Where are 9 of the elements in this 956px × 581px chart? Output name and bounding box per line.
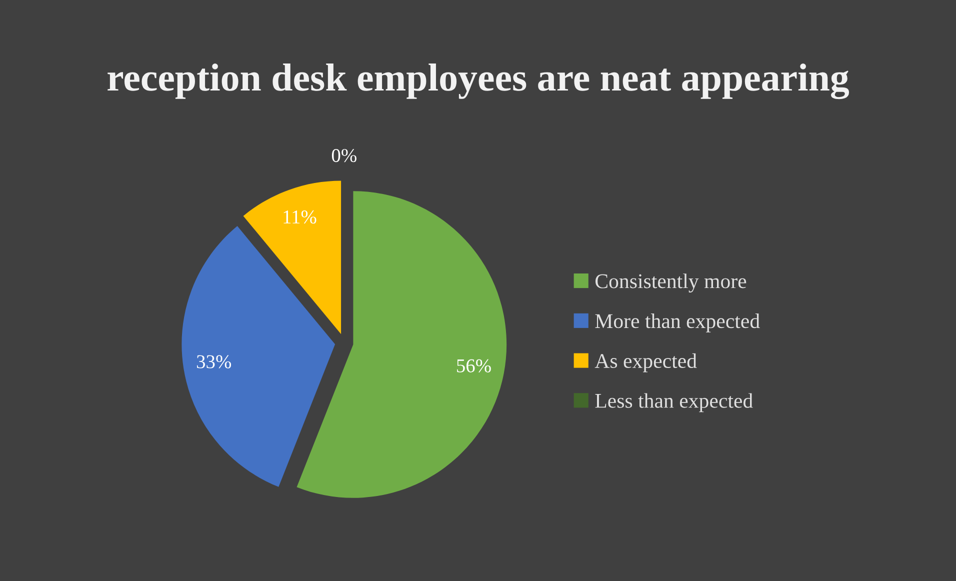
- chart-title: reception desk employees are neat appearing: [108, 64, 850, 100]
- data-label: 56%: [457, 359, 491, 372]
- legend-label: Less than expected: [595, 393, 753, 412]
- legend-label: Consistently more: [596, 274, 746, 293]
- legend-label: More than expected: [595, 314, 760, 332]
- text: 0%: [332, 148, 356, 162]
- legend-label: As expected: [594, 353, 697, 372]
- data-label: 33%: [196, 355, 232, 368]
- data-label: 11%: [284, 210, 316, 224]
